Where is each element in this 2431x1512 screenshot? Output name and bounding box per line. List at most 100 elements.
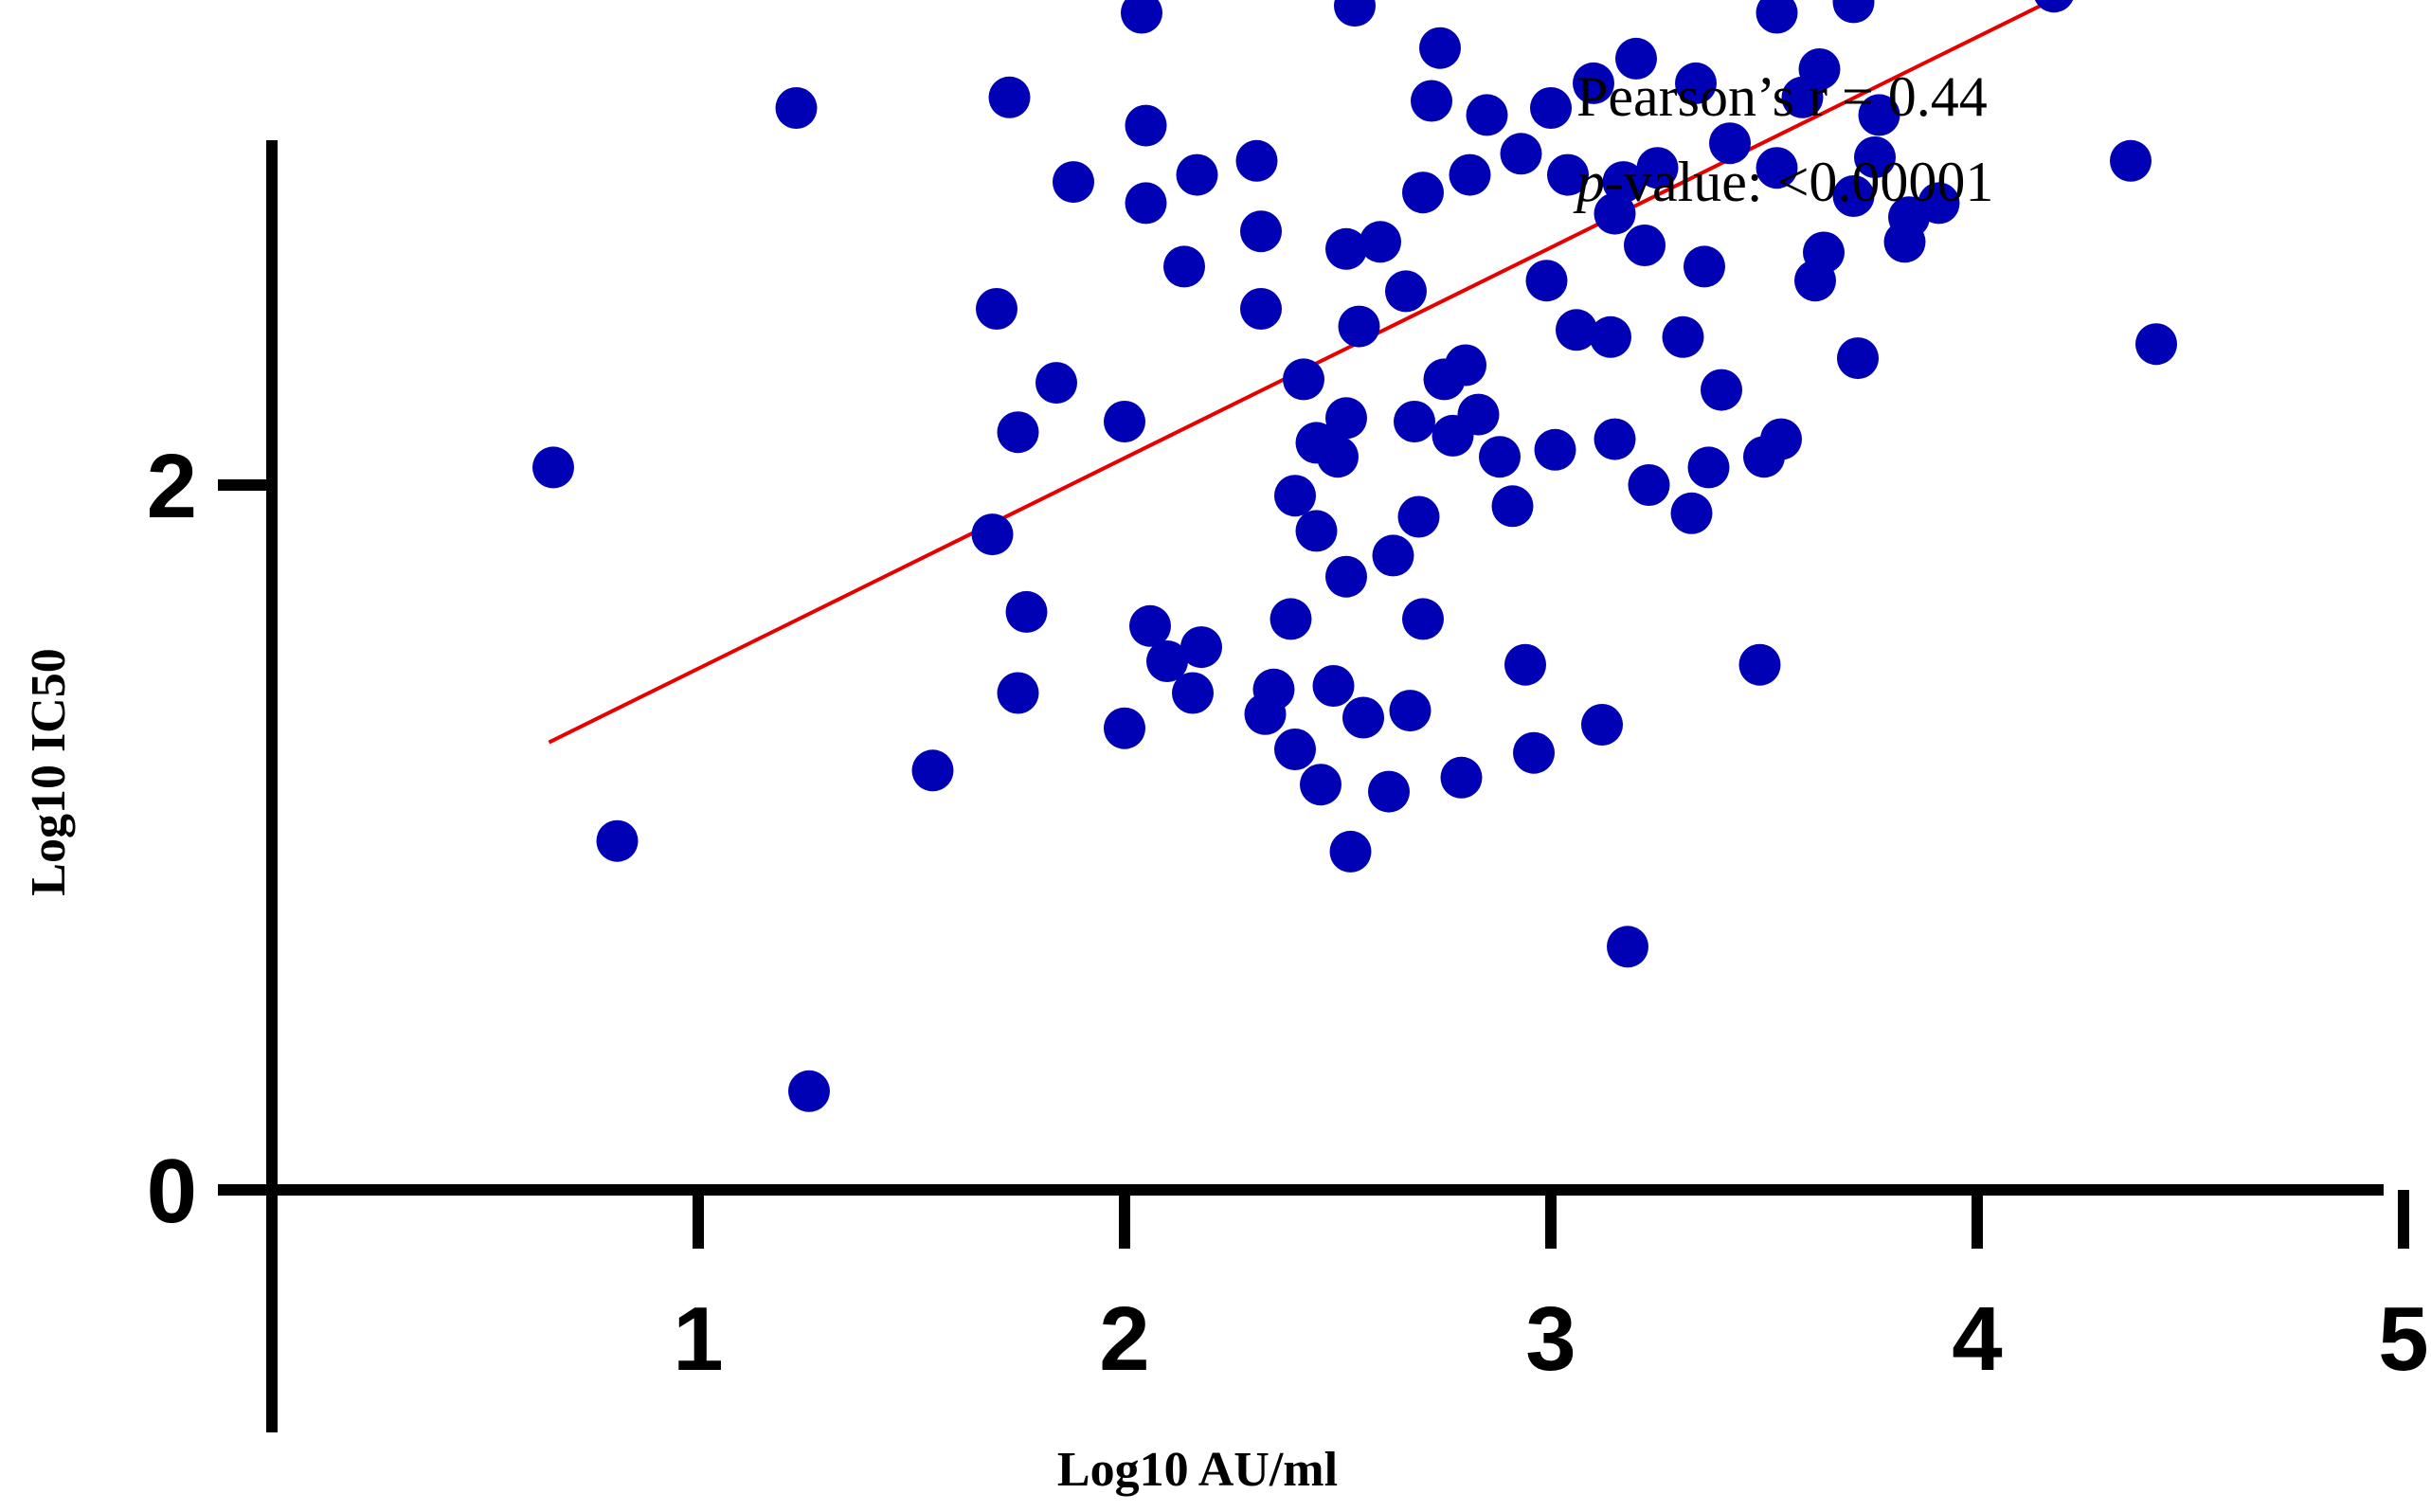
tick-labels: 123450246: [147, 436, 2429, 1390]
data-point: [1457, 393, 1500, 436]
data-point: [1372, 534, 1414, 577]
data-point: [1342, 696, 1384, 739]
data-point: [1513, 731, 1555, 774]
data-point: [1594, 418, 1636, 460]
data-point: [1180, 626, 1222, 669]
data-point: [1176, 153, 1218, 196]
data-points-layer: [532, 0, 2177, 1112]
data-point: [1035, 362, 1077, 405]
data-point: [1738, 643, 1781, 686]
data-point: [1756, 147, 1798, 189]
data-point: [1235, 139, 1278, 182]
data-point: [1129, 604, 1171, 647]
data-point: [1615, 37, 1657, 80]
data-point: [1594, 192, 1636, 235]
data-point: [911, 749, 954, 792]
data-point: [1858, 94, 1900, 136]
data-point: [1283, 358, 1324, 401]
data-point: [2110, 139, 2152, 182]
data-point: [1125, 182, 1167, 225]
data-point: [1329, 830, 1372, 873]
regression-line: [548, 0, 2057, 745]
data-point: [1121, 0, 1162, 34]
y-tick-label: 2: [147, 436, 197, 537]
fit-line-layer: [548, 0, 2057, 745]
data-point: [1402, 598, 1444, 640]
data-point: [1628, 464, 1670, 506]
axes: [218, 140, 2384, 1432]
data-point: [1172, 672, 1214, 714]
data-point: [1394, 401, 1435, 442]
x-tick-label: 2: [1099, 1288, 1149, 1390]
data-point: [1504, 643, 1546, 686]
data-point: [1240, 288, 1282, 330]
data-point: [1163, 245, 1205, 288]
data-point: [1798, 48, 1841, 90]
data-point: [1295, 510, 1338, 552]
data-point: [988, 76, 1031, 118]
data-point: [1832, 175, 1875, 217]
data-point: [1368, 770, 1410, 813]
data-point: [1500, 133, 1542, 175]
data-point: [1053, 161, 1094, 204]
data-point: [1760, 418, 1802, 460]
data-point: [1466, 94, 1508, 136]
data-point: [1687, 446, 1730, 489]
tick-marks: [218, 479, 2409, 1249]
data-point: [1300, 764, 1342, 806]
data-point: [1590, 315, 1631, 358]
data-point: [1146, 640, 1188, 682]
data-point: [1803, 231, 1845, 274]
data-point: [1670, 492, 1713, 534]
data-point: [1397, 495, 1440, 538]
data-point: [1411, 80, 1452, 122]
x-tick-label: 4: [1952, 1288, 2002, 1390]
data-point: [775, 87, 818, 129]
data-point: [1325, 227, 1367, 270]
x-tick-label: 1: [673, 1288, 723, 1390]
data-point: [532, 446, 574, 489]
data-point: [1636, 147, 1679, 189]
data-point: [788, 1070, 830, 1112]
x-tick-label: 3: [1525, 1288, 1576, 1390]
data-point: [1252, 668, 1295, 711]
data-point: [1491, 485, 1534, 528]
data-point: [1312, 665, 1355, 707]
data-point: [1270, 598, 1312, 640]
data-point: [1360, 221, 1401, 263]
data-point: [1530, 87, 1572, 129]
data-point: [1854, 136, 1896, 178]
data-point: [2034, 0, 2074, 13]
data-point: [1419, 27, 1461, 69]
data-point: [1325, 397, 1367, 440]
data-point: [1918, 182, 1960, 225]
data-point: [1534, 428, 1576, 471]
data-point: [1837, 337, 1879, 380]
data-point: [1274, 475, 1316, 517]
data-point: [1334, 0, 1376, 27]
data-point: [1709, 122, 1751, 165]
data-point: [997, 672, 1039, 714]
data-point: [1602, 161, 1645, 204]
data-point: [1125, 104, 1167, 147]
data-point: [1662, 315, 1704, 358]
data-point: [1240, 210, 1282, 253]
data-point: [1104, 401, 1145, 442]
data-point: [1385, 270, 1427, 313]
data-point: [971, 513, 1014, 556]
data-point: [1317, 436, 1359, 478]
data-point: [1573, 62, 1614, 104]
data-point: [1607, 926, 1648, 968]
pearson-annotation: Pearson’s r = 0.44: [1576, 65, 1988, 128]
y-axis-title: Log10 IC50: [22, 648, 76, 895]
data-point: [1389, 690, 1432, 732]
p-value-text: -value: <0.00001: [1605, 151, 1993, 213]
y-tick-label: 0: [147, 1141, 197, 1242]
data-point: [1525, 260, 1568, 302]
data-point: [1104, 707, 1145, 749]
data-point: [1338, 305, 1380, 348]
data-point: [1402, 171, 1444, 214]
data-point: [1445, 344, 1486, 387]
data-point: [1547, 153, 1589, 196]
